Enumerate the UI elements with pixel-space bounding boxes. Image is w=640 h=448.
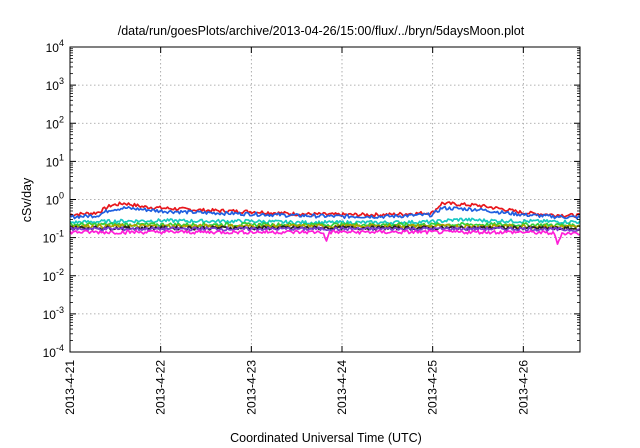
x-axis-label: Coordinated Universal Time (UTC) — [230, 431, 422, 445]
x-tick-label: 2013-4-25 — [426, 360, 440, 415]
y-tick-label: 10-4 — [43, 343, 64, 360]
series-group — [69, 201, 581, 245]
series-line — [69, 229, 581, 245]
y-tick-label: 10-3 — [43, 305, 64, 322]
x-tick-label: 2013-4-23 — [244, 360, 258, 415]
y-axis-ticks: 10-4 10-3 10-2 10-1 100 101 102 103 104 — [43, 38, 580, 360]
x-tick-label: 2013-4-21 — [63, 360, 77, 415]
series-line — [69, 226, 581, 233]
y-axis-label: cSv/day — [20, 177, 34, 222]
x-tick-label: 2013-4-26 — [516, 360, 530, 415]
grid-lines — [70, 47, 580, 352]
y-tick-label: 102 — [46, 114, 64, 131]
y-tick-label: 100 — [46, 191, 64, 208]
x-tick-label: 2013-4-22 — [154, 360, 168, 415]
x-tick-label: 2013-4-24 — [335, 360, 349, 415]
series-line — [69, 217, 581, 226]
y-tick-label: 104 — [46, 38, 64, 55]
chart-title: /data/run/goesPlots/archive/2013-04-26/1… — [118, 24, 525, 38]
y-tick-label: 10-2 — [43, 267, 64, 284]
series-line — [69, 201, 581, 219]
y-tick-label: 101 — [46, 152, 64, 169]
x-axis-ticks: 2013-4-21 2013-4-22 2013-4-23 2013-4-24 2013… — [63, 47, 530, 415]
y-tick-label: 103 — [46, 76, 64, 93]
y-tick-label: 10-1 — [43, 229, 64, 246]
series-line — [69, 205, 581, 220]
